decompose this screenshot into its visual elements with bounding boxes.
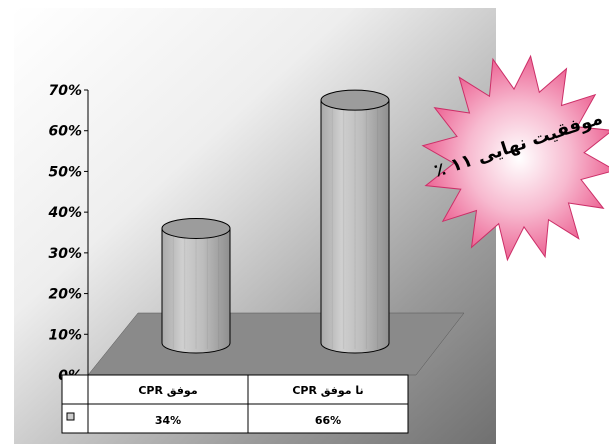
bar-body [320, 99, 390, 354]
starburst-shape [421, 54, 609, 262]
y-tick-label: 40% [47, 205, 82, 221]
bar [161, 217, 231, 354]
y-tick-label: 70% [48, 83, 82, 99]
y-tick-label: 60% [48, 124, 82, 140]
bar [320, 89, 390, 354]
y-tick-label: 50% [48, 164, 82, 180]
y-tick-label: 10% [48, 327, 82, 343]
category-label: موفق CPR [138, 384, 197, 397]
y-tick-label: 30% [48, 246, 82, 262]
y-tick-label: 20% [48, 287, 82, 303]
data-label: 66% [315, 414, 341, 427]
bar-top [161, 217, 231, 239]
chart-floor [87, 312, 465, 376]
bars [161, 89, 390, 354]
bar-top [320, 89, 390, 111]
data-label: 34% [155, 414, 181, 427]
data-table: موفق CPR نا موفق CPR 34% 66% [61, 374, 409, 434]
y-axis-ticks: 0%10%20%30%40%50%60%70% [47, 83, 88, 384]
legend-key-swatch [66, 412, 75, 421]
bar-body [161, 227, 231, 354]
category-label: نا موفق CPR [292, 384, 363, 397]
annotation-starburst: موفقیت نهایی ۱۱ ٪ [421, 54, 609, 262]
